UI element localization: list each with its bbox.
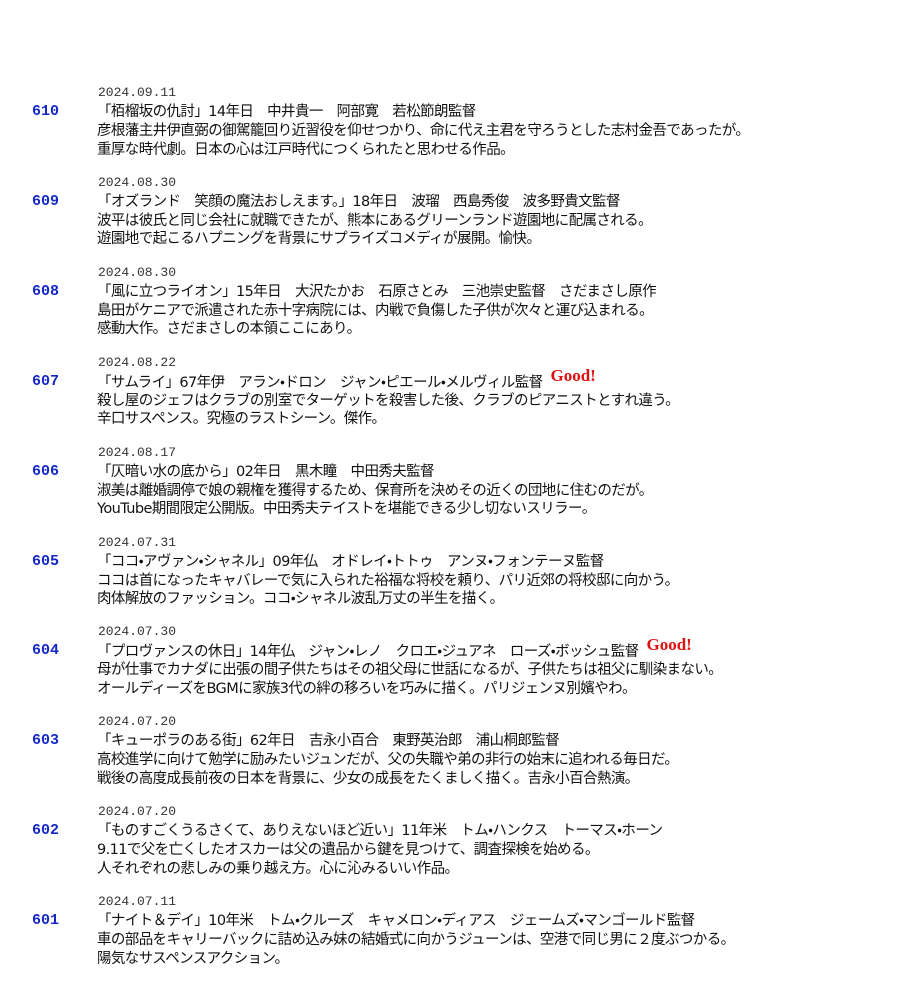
entry-text: 高校進学に向けて勉学に励みたいジュンだが、父の失職や弟の非行の始末に追われる毎日… bbox=[97, 752, 679, 769]
entry-title: 「プロヴァンスの休日」14年仏 ジャン・レノ クロエ・ジュアネ ローズ・ボッシュ… bbox=[97, 636, 692, 661]
entry-title: 「仄暗い水の底から」02年日 黒木瞳 中田秀夫監督 bbox=[97, 463, 435, 481]
entry-date: 2024.09.11 bbox=[98, 85, 177, 100]
entry: 2024.07.31 605 「ココ・アヴァン・シャネル」09年仏 オドレイ・トトゥ… bbox=[0, 535, 900, 615]
title-text: 「ものすごくうるさくて、ありえないほど近い」11年米 トム・ハンクス トーマス・… bbox=[97, 823, 663, 840]
entry: 2024.07.30 604 「プロヴァンスの休日」14年仏 ジャン・レノ クロエ・… bbox=[0, 624, 900, 704]
entry-text: 島田がケニアで派遣された赤十字病院には、内戦で負傷した子供が次々と運び込まれる。 bbox=[97, 302, 654, 319]
title-text: 「仄暗い水の底から」02年日 黒木瞳 中田秀夫監督 bbox=[97, 463, 435, 480]
entry: 2024.07.20 602 「ものすごくうるさくて、ありえないほど近い」11年米 … bbox=[0, 804, 900, 884]
entry-text: 人それぞれの悲しみの乗り越え方。心に沁みるいい作品。 bbox=[97, 860, 459, 877]
entry-title: 「サムライ」67年伊 アラン・ドロン ジャン・ピエール・メルヴィル監督 Good! bbox=[97, 366, 596, 392]
title-text: 「オズランド 笑顔の魔法おしえます。」18年日 波瑠 西島秀俊 波多野貴文監督 bbox=[97, 193, 620, 210]
good-badge: Good! bbox=[550, 365, 596, 385]
entry-title: 「栢榴坂の仇討」14年日 中井貴一 阿部寛 若松節朗監督 bbox=[97, 103, 476, 121]
entry-text: 戦後の高度成長前夜の日本を背景に、少女の成長をたくましく描く。吉永小百合熱演。 bbox=[97, 770, 639, 787]
title-text: 「キューポラのある街」62年日 吉永小百合 東野英治郎 浦山桐郎監督 bbox=[97, 733, 560, 750]
entry-number: 608 bbox=[32, 282, 60, 300]
entry-text: 9.11で父を亡くしたオスカーは父の遺品から鍵を見つけて、調査探検を始める。 bbox=[97, 842, 599, 859]
entry-text: 遊園地で起こるハプニングを背景にサプライズコメディが展開。愉快。 bbox=[97, 231, 541, 248]
entry-number: 607 bbox=[32, 372, 60, 390]
good-badge: Good! bbox=[646, 635, 692, 655]
entry-text: オールディーズをBGMに家族3代の絆の移ろいを巧みに描く。パリジェンヌ別嬪やわ。 bbox=[97, 680, 637, 697]
entry-date: 2024.08.17 bbox=[98, 444, 177, 460]
entry-number: 606 bbox=[32, 462, 60, 480]
entry-title: 「キューポラのある街」62年日 吉永小百合 東野英治郎 浦山桐郎監督 bbox=[97, 732, 560, 750]
entry-number: 609 bbox=[32, 192, 60, 210]
title-text: 「風に立つライオン」15年日 大沢たかお 石原さとみ 三池崇史監督 さだまさし原… bbox=[97, 283, 657, 300]
entry-text: 母が仕事でカナダに出張の間子供たちはその祖父母に世話になるが、子供たちは祖父に馴… bbox=[97, 662, 723, 679]
entry: 2024.08.22 607 「サムライ」67年伊 アラン・ドロン ジャン・ピエール… bbox=[0, 355, 900, 435]
title-text: 「ナイト＆デイ」10年米 トム・クルーズ キャメロン・ディアス ジェームズ・マン… bbox=[97, 913, 695, 930]
title-text: 「サムライ」67年伊 アラン・ドロン ジャン・ピエール・メルヴィル監督 bbox=[97, 374, 543, 391]
entry-date: 2024.07.20 bbox=[98, 714, 177, 730]
title-text: 「プロヴァンスの休日」14年仏 ジャン・レノ クロエ・ジュアネ ローズ・ボッシュ… bbox=[97, 644, 639, 661]
entry: 2024.09.11 610 「栢榴坂の仇討」14年日 中井貴一 阿部寛 若松節朗監… bbox=[0, 85, 900, 165]
entry-text: 重厚な時代劇。日本の心は江戸時代につくられたと思わせる作品。 bbox=[97, 141, 515, 158]
entry-number: 603 bbox=[32, 732, 60, 750]
entry: 2024.08.17 606 「仄暗い水の底から」02年日 黒木瞳 中田秀夫監督淑美… bbox=[0, 445, 900, 525]
entry: 2024.08.30 608 「風に立つライオン」15年日 大沢たかお 石原さとみ … bbox=[0, 265, 900, 345]
entry-number: 602 bbox=[32, 822, 60, 840]
entry-title: 「ものすごくうるさくて、ありえないほど近い」11年米 トム・ハンクス トーマス・… bbox=[97, 822, 663, 840]
entry-date: 2024.08.22 bbox=[98, 354, 177, 370]
entry: 2024.07.20 603 「キューポラのある街」62年日 吉永小百合 東野英治郎… bbox=[0, 714, 900, 794]
entry-date: 2024.07.31 bbox=[98, 534, 177, 550]
entry-text: 彦根藩主井伊直弼の御駕籠回り近習役を仰せつかり、命に代え主君を守ろうとした志村金… bbox=[97, 123, 750, 139]
entry-text: 感動大作。さだまさしの本領ここにあり。 bbox=[97, 321, 361, 338]
entry-text: 辛口サスペンス。究極のラストシーン。傑作。 bbox=[97, 411, 386, 428]
entry: 2024.07.11 601 「ナイト＆デイ」10年米 トム・クルーズ キャメロン・… bbox=[0, 894, 900, 974]
entry-number: 601 bbox=[32, 912, 60, 930]
entry-number: 610 bbox=[32, 103, 60, 120]
entry-title: 「風に立つライオン」15年日 大沢たかお 石原さとみ 三池崇史監督 さだまさし原… bbox=[97, 283, 657, 301]
entry-text: 淑美は離婚調停で娘の親権を獲得するため、保育所を決めその近くの団地に住むのだが。 bbox=[97, 482, 653, 499]
entry: 2024.08.30 609 「オズランド 笑顔の魔法おしえます。」18年日 波瑠 … bbox=[0, 175, 900, 255]
entry-number: 605 bbox=[32, 552, 60, 570]
entry-date: 2024.07.30 bbox=[98, 624, 177, 640]
entry-text: 車の部品をキャリーバックに詰め込み妹の結婚式に向かうジューンは、空港で同じ男に２… bbox=[97, 932, 735, 949]
entry-date: 2024.08.30 bbox=[98, 264, 177, 280]
entry-date: 2024.07.11 bbox=[98, 894, 177, 910]
entry-title: 「ナイト＆デイ」10年米 トム・クルーズ キャメロン・ディアス ジェームズ・マン… bbox=[97, 912, 695, 930]
entry-text: 殺し屋のジェフはクラブの別室でターゲットを殺害した後、クラブのピアニストとすれ違… bbox=[97, 392, 680, 409]
entry-text: YouTube期間限定公開版。中田秀夫テイストを堪能できる少し切ないスリラー。 bbox=[97, 501, 596, 518]
entry-number: 604 bbox=[32, 642, 60, 660]
entry-text: 陽気なサスペンスアクション。 bbox=[97, 950, 289, 967]
entry-date: 2024.07.20 bbox=[98, 804, 177, 820]
entry-date: 2024.08.30 bbox=[98, 174, 177, 190]
entry-title: 「ココ・アヴァン・シャネル」09年仏 オドレイ・トトゥ アンヌ・フォンテーヌ監督 bbox=[97, 553, 604, 571]
entry-text: 肉体解放のファッション。ココ・シャネル波乱万丈の半生を描く。 bbox=[97, 591, 504, 607]
entry-text: 波平は彼氏と同じ会社に就職できたが、熊本にあるグリーンランド遊園地に配属される。 bbox=[97, 212, 653, 229]
title-text: 「ココ・アヴァン・シャネル」09年仏 オドレイ・トトゥ アンヌ・フォンテーヌ監督 bbox=[97, 553, 604, 570]
entry-text: ココは首になったキャバレーで気に入られた裕福な将校を頼り、パリ近郊の将校邸に向か… bbox=[97, 572, 679, 589]
entry-title: 「オズランド 笑顔の魔法おしえます。」18年日 波瑠 西島秀俊 波多野貴文監督 bbox=[97, 193, 620, 211]
title-text: 「栢榴坂の仇討」14年日 中井貴一 阿部寛 若松節朗監督 bbox=[97, 104, 476, 120]
